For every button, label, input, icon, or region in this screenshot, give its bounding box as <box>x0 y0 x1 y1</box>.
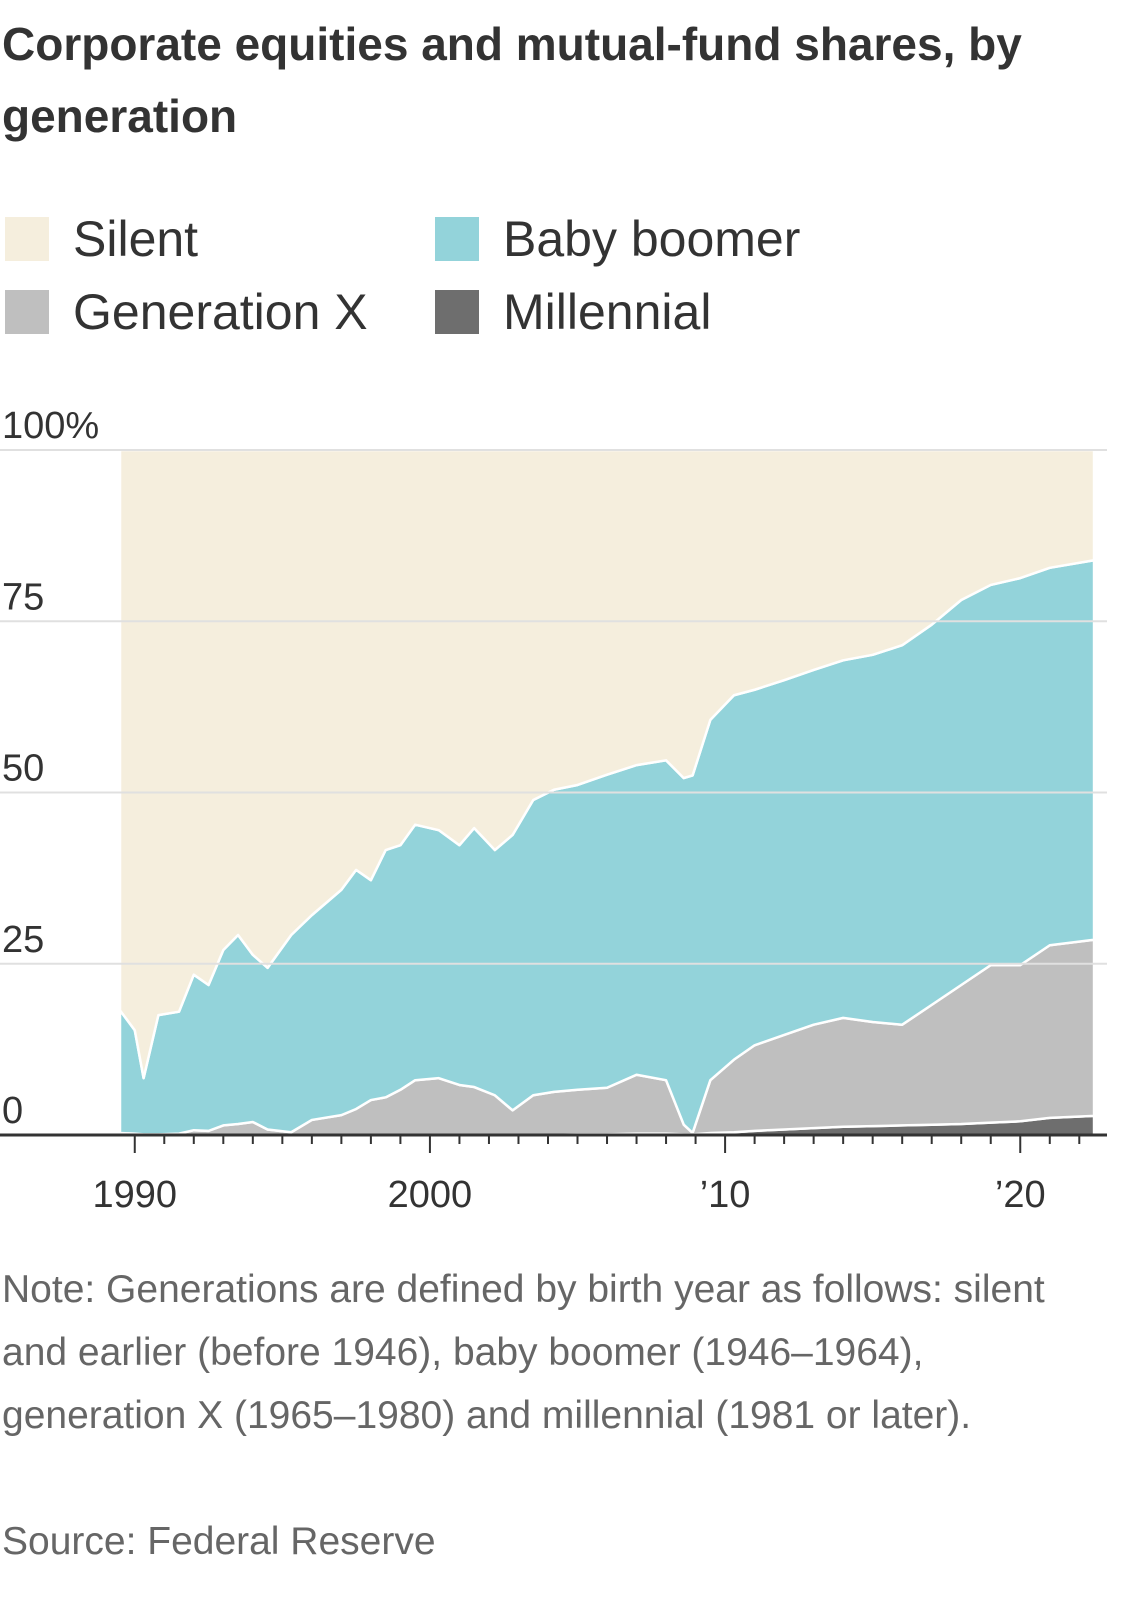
y-tick-label: 75 <box>2 576 44 618</box>
x-tick-label: 1990 <box>92 1174 177 1216</box>
legend-label: Silent <box>73 211 199 267</box>
legend-label: Baby boomer <box>503 211 801 267</box>
x-tick-label: ’10 <box>700 1174 751 1216</box>
legend-swatch <box>435 290 479 334</box>
y-tick-label: 100% <box>2 405 99 447</box>
legend-swatch <box>435 217 479 261</box>
legend-item: Baby boomer <box>435 210 800 268</box>
chart-title: Corporate equities and mutual-fund share… <box>2 18 1022 142</box>
legend-label: Millennial <box>503 284 712 340</box>
y-tick-label: 50 <box>2 748 44 790</box>
x-tick-label: ’20 <box>995 1174 1046 1216</box>
legend-label: Generation X <box>73 284 368 340</box>
legend-item: Generation X <box>5 283 368 341</box>
note: Note: Generations are defined by birth y… <box>2 1268 1045 1437</box>
y-tick-label: 25 <box>2 919 44 961</box>
y-tick-label: 0 <box>2 1090 23 1132</box>
legend-item: Silent <box>5 210 198 268</box>
source: Source: Federal Reserve <box>2 1520 436 1563</box>
legend-item: Millennial <box>435 283 711 341</box>
x-tick-label: 2000 <box>388 1174 473 1216</box>
legend-swatch <box>5 290 49 334</box>
legend-swatch <box>5 217 49 261</box>
